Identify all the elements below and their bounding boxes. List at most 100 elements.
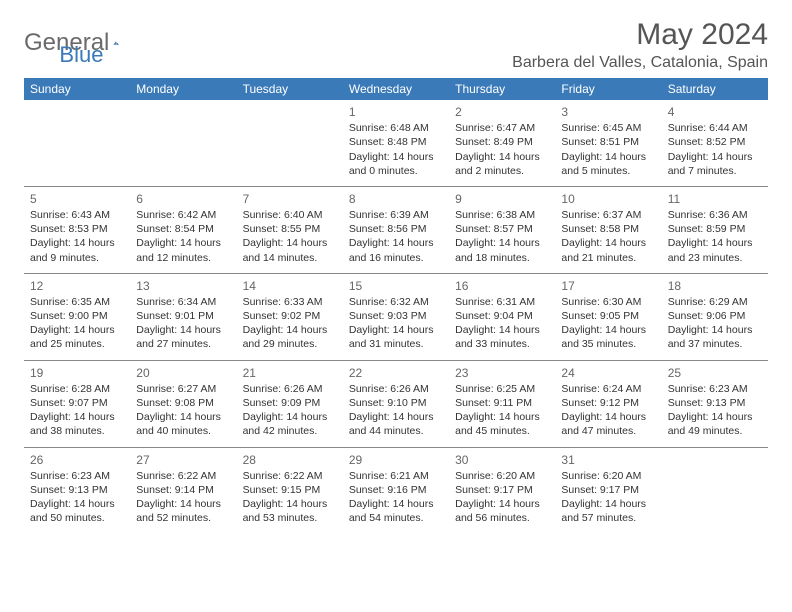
daylight-text: Daylight: 14 hours and 2 minutes. <box>455 150 549 178</box>
sunset-text: Sunset: 9:01 PM <box>136 309 230 323</box>
sunrise-text: Sunrise: 6:22 AM <box>136 469 230 483</box>
sunset-text: Sunset: 9:11 PM <box>455 396 549 410</box>
day-number: 26 <box>30 452 124 468</box>
calendar-cell: 10Sunrise: 6:37 AMSunset: 8:58 PMDayligh… <box>555 186 661 273</box>
calendar-cell: 8Sunrise: 6:39 AMSunset: 8:56 PMDaylight… <box>343 186 449 273</box>
sunrise-text: Sunrise: 6:20 AM <box>455 469 549 483</box>
daylight-text: Daylight: 14 hours and 5 minutes. <box>561 150 655 178</box>
calendar-cell: 19Sunrise: 6:28 AMSunset: 9:07 PMDayligh… <box>24 360 130 447</box>
sunset-text: Sunset: 9:03 PM <box>349 309 443 323</box>
sunset-text: Sunset: 8:58 PM <box>561 222 655 236</box>
sunrise-text: Sunrise: 6:23 AM <box>668 382 762 396</box>
calendar-cell: 6Sunrise: 6:42 AMSunset: 8:54 PMDaylight… <box>130 186 236 273</box>
day-number: 16 <box>455 278 549 294</box>
weekday-header: Saturday <box>662 78 768 100</box>
sunrise-text: Sunrise: 6:38 AM <box>455 208 549 222</box>
weekday-header: Monday <box>130 78 236 100</box>
calendar-cell: 26Sunrise: 6:23 AMSunset: 9:13 PMDayligh… <box>24 447 130 533</box>
sunrise-text: Sunrise: 6:23 AM <box>30 469 124 483</box>
sunset-text: Sunset: 9:14 PM <box>136 483 230 497</box>
day-number: 22 <box>349 365 443 381</box>
calendar-cell: 13Sunrise: 6:34 AMSunset: 9:01 PMDayligh… <box>130 273 236 360</box>
sunrise-text: Sunrise: 6:29 AM <box>668 295 762 309</box>
day-number: 10 <box>561 191 655 207</box>
daylight-text: Daylight: 14 hours and 0 minutes. <box>349 150 443 178</box>
sunrise-text: Sunrise: 6:45 AM <box>561 121 655 135</box>
sunset-text: Sunset: 9:00 PM <box>30 309 124 323</box>
day-number: 23 <box>455 365 549 381</box>
day-number: 6 <box>136 191 230 207</box>
day-number: 3 <box>561 104 655 120</box>
daylight-text: Daylight: 14 hours and 53 minutes. <box>243 497 337 525</box>
calendar-cell: 22Sunrise: 6:26 AMSunset: 9:10 PMDayligh… <box>343 360 449 447</box>
day-number: 27 <box>136 452 230 468</box>
day-number: 9 <box>455 191 549 207</box>
calendar-cell: 16Sunrise: 6:31 AMSunset: 9:04 PMDayligh… <box>449 273 555 360</box>
sunset-text: Sunset: 8:48 PM <box>349 135 443 149</box>
sunrise-text: Sunrise: 6:42 AM <box>136 208 230 222</box>
day-number: 1 <box>349 104 443 120</box>
calendar-body: 1Sunrise: 6:48 AMSunset: 8:48 PMDaylight… <box>24 100 768 533</box>
calendar-row: 5Sunrise: 6:43 AMSunset: 8:53 PMDaylight… <box>24 186 768 273</box>
header: General Blue May 2024 Barbera del Valles… <box>24 18 768 72</box>
sunset-text: Sunset: 9:12 PM <box>561 396 655 410</box>
day-number: 31 <box>561 452 655 468</box>
daylight-text: Daylight: 14 hours and 25 minutes. <box>30 323 124 351</box>
day-number: 14 <box>243 278 337 294</box>
sunrise-text: Sunrise: 6:40 AM <box>243 208 337 222</box>
daylight-text: Daylight: 14 hours and 18 minutes. <box>455 236 549 264</box>
daylight-text: Daylight: 14 hours and 44 minutes. <box>349 410 443 438</box>
calendar-table: Sunday Monday Tuesday Wednesday Thursday… <box>24 78 768 533</box>
calendar-cell: 17Sunrise: 6:30 AMSunset: 9:05 PMDayligh… <box>555 273 661 360</box>
daylight-text: Daylight: 14 hours and 49 minutes. <box>668 410 762 438</box>
sunset-text: Sunset: 8:52 PM <box>668 135 762 149</box>
daylight-text: Daylight: 14 hours and 52 minutes. <box>136 497 230 525</box>
logo: General Blue <box>24 18 103 68</box>
sunrise-text: Sunrise: 6:35 AM <box>30 295 124 309</box>
weekday-header: Friday <box>555 78 661 100</box>
daylight-text: Daylight: 14 hours and 38 minutes. <box>30 410 124 438</box>
sunset-text: Sunset: 9:07 PM <box>30 396 124 410</box>
sunrise-text: Sunrise: 6:32 AM <box>349 295 443 309</box>
daylight-text: Daylight: 14 hours and 37 minutes. <box>668 323 762 351</box>
calendar-row: 1Sunrise: 6:48 AMSunset: 8:48 PMDaylight… <box>24 100 768 186</box>
calendar-cell: 11Sunrise: 6:36 AMSunset: 8:59 PMDayligh… <box>662 186 768 273</box>
day-number: 29 <box>349 452 443 468</box>
sunrise-text: Sunrise: 6:39 AM <box>349 208 443 222</box>
sunset-text: Sunset: 8:57 PM <box>455 222 549 236</box>
calendar-cell: 29Sunrise: 6:21 AMSunset: 9:16 PMDayligh… <box>343 447 449 533</box>
sunrise-text: Sunrise: 6:37 AM <box>561 208 655 222</box>
weekday-header: Sunday <box>24 78 130 100</box>
day-number: 30 <box>455 452 549 468</box>
calendar-cell: 25Sunrise: 6:23 AMSunset: 9:13 PMDayligh… <box>662 360 768 447</box>
calendar-cell: 20Sunrise: 6:27 AMSunset: 9:08 PMDayligh… <box>130 360 236 447</box>
calendar-cell: 5Sunrise: 6:43 AMSunset: 8:53 PMDaylight… <box>24 186 130 273</box>
calendar-cell: 7Sunrise: 6:40 AMSunset: 8:55 PMDaylight… <box>237 186 343 273</box>
daylight-text: Daylight: 14 hours and 27 minutes. <box>136 323 230 351</box>
sunrise-text: Sunrise: 6:22 AM <box>243 469 337 483</box>
calendar-cell <box>130 100 236 186</box>
weekday-header: Wednesday <box>343 78 449 100</box>
daylight-text: Daylight: 14 hours and 56 minutes. <box>455 497 549 525</box>
day-number: 15 <box>349 278 443 294</box>
sunset-text: Sunset: 8:53 PM <box>30 222 124 236</box>
daylight-text: Daylight: 14 hours and 14 minutes. <box>243 236 337 264</box>
calendar-cell <box>237 100 343 186</box>
sunset-text: Sunset: 9:05 PM <box>561 309 655 323</box>
day-number: 20 <box>136 365 230 381</box>
sunset-text: Sunset: 9:08 PM <box>136 396 230 410</box>
daylight-text: Daylight: 14 hours and 29 minutes. <box>243 323 337 351</box>
sunrise-text: Sunrise: 6:28 AM <box>30 382 124 396</box>
sunrise-text: Sunrise: 6:48 AM <box>349 121 443 135</box>
daylight-text: Daylight: 14 hours and 7 minutes. <box>668 150 762 178</box>
location: Barbera del Valles, Catalonia, Spain <box>512 54 768 72</box>
calendar-cell: 3Sunrise: 6:45 AMSunset: 8:51 PMDaylight… <box>555 100 661 186</box>
day-number: 2 <box>455 104 549 120</box>
sunset-text: Sunset: 8:59 PM <box>668 222 762 236</box>
sunset-text: Sunset: 9:17 PM <box>561 483 655 497</box>
calendar-cell: 27Sunrise: 6:22 AMSunset: 9:14 PMDayligh… <box>130 447 236 533</box>
daylight-text: Daylight: 14 hours and 12 minutes. <box>136 236 230 264</box>
calendar-cell: 1Sunrise: 6:48 AMSunset: 8:48 PMDaylight… <box>343 100 449 186</box>
calendar-row: 12Sunrise: 6:35 AMSunset: 9:00 PMDayligh… <box>24 273 768 360</box>
calendar-row: 19Sunrise: 6:28 AMSunset: 9:07 PMDayligh… <box>24 360 768 447</box>
